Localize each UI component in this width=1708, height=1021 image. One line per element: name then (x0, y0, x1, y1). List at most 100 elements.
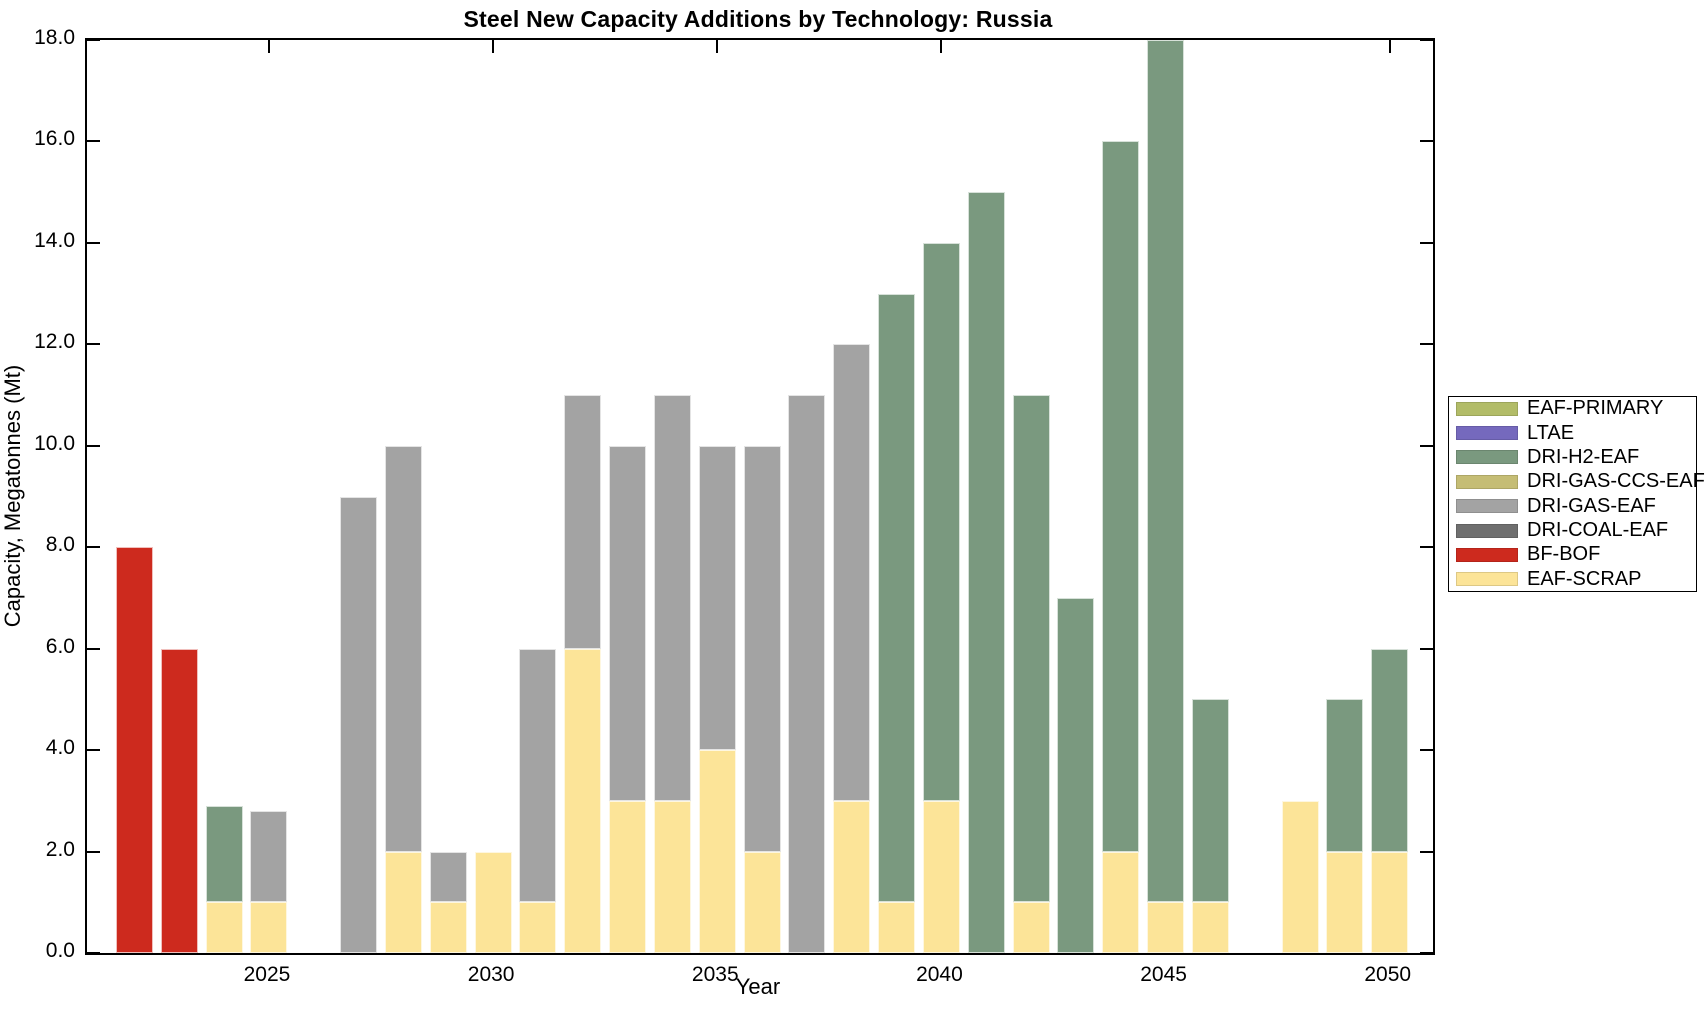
bar-segment-dri-gas-eaf-2038 (833, 344, 871, 801)
bar-segment-eaf-scrap-2038 (833, 800, 871, 953)
y-tick-right (1420, 647, 1433, 650)
bar-segment-eaf-scrap-2025 (250, 902, 288, 953)
bar-segment-dri-gas-eaf-2036 (743, 445, 781, 852)
bar-segment-eaf-scrap-2044 (1102, 851, 1140, 953)
x-tick-label: 2045 (1140, 963, 1187, 986)
dri-coal-eaf-swatch (1456, 523, 1518, 538)
x-tick-label: 2030 (467, 963, 515, 986)
legend-label: EAF-SCRAP (1527, 567, 1642, 590)
plot-area (85, 38, 1435, 955)
y-tick-right (1420, 952, 1433, 954)
bar-segment-dri-h2-eaf-2043 (1057, 597, 1095, 953)
y-tick-label: 14.0 (34, 228, 75, 252)
bar-segment-dri-h2-eaf-2049 (1326, 699, 1364, 852)
y-tick-right (1420, 343, 1433, 346)
y-tick-label: 10.0 (34, 431, 75, 455)
bar-segment-dri-gas-eaf-2027 (340, 496, 378, 953)
y-tick-right (1420, 546, 1433, 549)
y-tick-left (87, 444, 100, 447)
y-tick-right (1420, 140, 1433, 143)
bf-bof-swatch (1456, 547, 1518, 562)
dri-gas-ccs-eaf-swatch (1456, 474, 1518, 489)
bar-segment-dri-h2-eaf-2050 (1371, 648, 1409, 852)
x-tick-top (267, 40, 270, 53)
x-tick-top (940, 40, 943, 53)
bar-segment-eaf-scrap-2030 (474, 851, 512, 953)
y-tick-left (87, 850, 100, 853)
x-tick-label: 2040 (916, 963, 963, 986)
x-tick-top (1388, 40, 1391, 53)
bar-segment-eaf-scrap-2048 (1281, 800, 1319, 953)
y-tick-left (87, 952, 100, 954)
y-tick-left (87, 546, 100, 549)
chart-title: Steel New Capacity Additions by Technolo… (463, 6, 1053, 32)
y-tick-label: 0.0 (45, 939, 75, 962)
bar-segment-dri-h2-eaf-2042 (1012, 395, 1050, 903)
bar-segment-dri-gas-eaf-2028 (384, 445, 422, 852)
x-tick-label: 2035 (691, 963, 739, 986)
bar-segment-eaf-scrap-2050 (1371, 851, 1409, 953)
bar-segment-dri-gas-eaf-2032 (564, 395, 602, 649)
eaf-scrap-swatch (1456, 572, 1518, 587)
bar-segment-eaf-scrap-2029 (429, 902, 467, 953)
x-tick-label: 2050 (1364, 963, 1412, 986)
bar-segment-eaf-scrap-2035 (698, 750, 736, 953)
bar-segment-dri-gas-eaf-2035 (698, 445, 736, 751)
legend-item: LTAE (1449, 421, 1696, 445)
bar-segment-eaf-scrap-2039 (878, 902, 916, 953)
y-tick-label: 2.0 (45, 837, 75, 861)
legend-label: DRI-GAS-EAF (1527, 494, 1656, 517)
y-tick-right (1420, 444, 1433, 447)
y-tick-left (87, 241, 100, 244)
dri-gas-eaf-swatch (1456, 499, 1518, 514)
bar-segment-eaf-scrap-2046 (1191, 902, 1229, 953)
bar-segment-eaf-scrap-2024 (205, 902, 243, 953)
bar-segment-eaf-scrap-2028 (384, 851, 422, 953)
bar-segment-dri-h2-eaf-2041 (967, 192, 1005, 953)
y-tick-label: 16.0 (34, 127, 75, 151)
legend-label: BF-BOF (1527, 543, 1601, 566)
y-axis-label: Capacity, Megatonnes (Mt) (0, 364, 25, 628)
legend-item: DRI-GAS-EAF (1449, 494, 1696, 518)
legend-item: EAF-PRIMARY (1449, 396, 1696, 420)
bar-segment-bf-bof-2023 (160, 648, 198, 953)
bar-segment-eaf-scrap-2049 (1326, 851, 1364, 953)
legend-label: DRI-H2-EAF (1527, 445, 1640, 468)
y-tick-label: 4.0 (45, 736, 75, 760)
bar-segment-dri-h2-eaf-2039 (878, 293, 916, 903)
bar-segment-eaf-scrap-2036 (743, 851, 781, 953)
bar-segment-bf-bof-2022 (116, 547, 153, 953)
y-tick-label: 18.0 (34, 26, 75, 49)
y-tick-right (1420, 749, 1433, 752)
bar-segment-dri-h2-eaf-2024 (205, 805, 243, 903)
bar-segment-eaf-scrap-2034 (653, 800, 691, 953)
legend-item: EAF-SCRAP (1449, 567, 1696, 591)
bar-segment-dri-gas-eaf-2029 (429, 851, 467, 903)
ltae-swatch (1456, 426, 1518, 441)
bar-segment-dri-h2-eaf-2040 (922, 242, 960, 801)
bar-segment-dri-gas-eaf-2033 (609, 445, 647, 801)
dri-h2-eaf-swatch (1456, 450, 1518, 465)
legend-item: DRI-COAL-EAF (1449, 518, 1696, 542)
x-tick-top (716, 40, 719, 53)
x-axis-label: Year (735, 974, 781, 999)
y-tick-right (1420, 39, 1433, 41)
legend-item: DRI-H2-EAF (1449, 445, 1696, 469)
bar-segment-dri-h2-eaf-2045 (1147, 40, 1185, 903)
bar-segment-dri-gas-eaf-2025 (250, 810, 288, 903)
y-tick-left (87, 39, 100, 41)
y-tick-right (1420, 241, 1433, 244)
y-tick-label: 6.0 (45, 634, 75, 658)
x-tick-top (492, 40, 495, 53)
legend-item: BF-BOF (1449, 543, 1696, 567)
y-tick-left (87, 343, 100, 346)
bar-segment-eaf-scrap-2032 (564, 648, 602, 953)
legend: EAF-PRIMARY LTAE DRI-H2-EAF DRI-GAS-CCS-EAF… (1448, 396, 1705, 592)
bar-segment-eaf-scrap-2045 (1147, 902, 1185, 953)
legend-label: LTAE (1527, 421, 1575, 444)
legend-item: DRI-GAS-CCS-EAF (1449, 470, 1705, 494)
y-tick-left (87, 647, 100, 650)
bar-segment-eaf-scrap-2033 (609, 800, 647, 953)
bar-segment-dri-gas-eaf-2037 (788, 395, 826, 953)
